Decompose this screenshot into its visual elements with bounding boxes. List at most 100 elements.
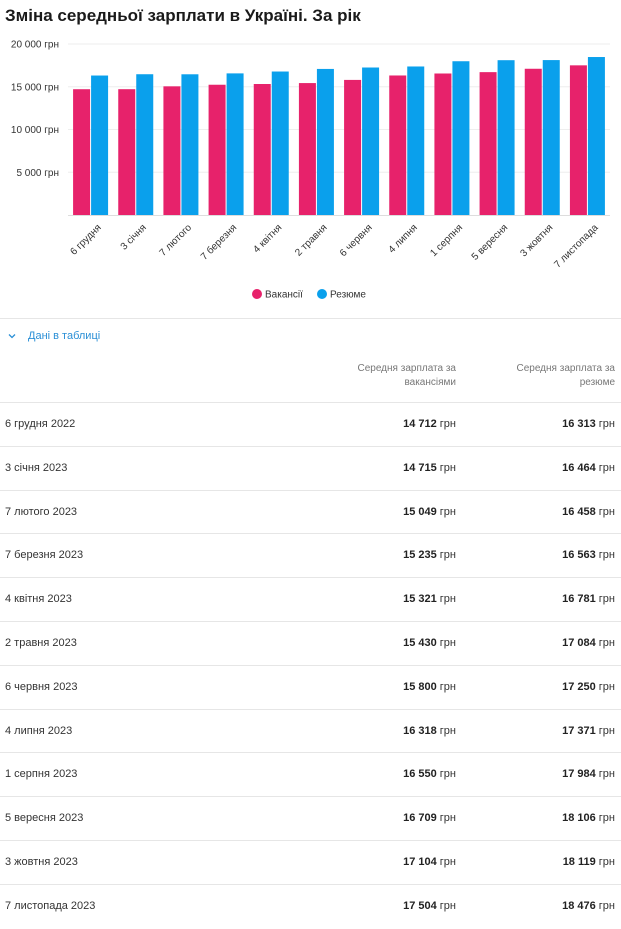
x-tick-label: 4 квітня: [251, 222, 284, 255]
row-vacancy-salary: 14 712 грн: [403, 418, 456, 430]
row-vacancy-salary: 14 715 грн: [403, 461, 456, 474]
bar-vacancies: [253, 84, 271, 215]
table-row: 3 жовтня 2023 17 104 грн 18 119 грн: [0, 840, 621, 885]
y-tick-label: 15 000 грн: [11, 82, 59, 93]
x-tick-label: 3 січня: [119, 222, 149, 252]
row-vacancy-salary: 15 321 грн: [403, 593, 456, 606]
row-vacancy-salary: 16 318 грн: [403, 724, 456, 737]
row-resume-salary: 16 464 грн: [562, 461, 615, 474]
x-tick-label: 7 листопада: [552, 222, 601, 271]
x-tick-label: 7 лютого: [158, 222, 195, 259]
table-toggle-button[interactable]: Дані в таблиці: [6, 330, 100, 342]
bar-resumes: [362, 67, 380, 215]
chart-legend: Вакансії Резюме: [252, 289, 366, 301]
x-axis-ticks: 6 грудня 3 січня 7 лютого 7 березня 4 квітня…: [68, 222, 600, 271]
y-tick-label: 5 000 грн: [16, 168, 59, 179]
y-tick-label: 10 000 грн: [11, 125, 59, 136]
x-tick-label: 5 вересня: [470, 222, 510, 262]
bar-resumes: [452, 61, 470, 215]
row-date: 7 листопада 2023: [5, 899, 96, 912]
bar-resumes: [407, 66, 425, 215]
bar-vacancies: [73, 89, 91, 215]
table-row: 7 лютого 2023 15 049 грн 16 458 грн: [0, 489, 621, 535]
y-tick-label: 20 000 грн: [11, 40, 59, 51]
table-row: 7 березня 2023 15 235 грн 16 563 грн: [0, 533, 621, 578]
bar-resumes: [316, 68, 334, 216]
table-row: 4 липня 2023 16 318 грн 17 371 грн: [0, 708, 621, 754]
bar-resumes: [91, 75, 109, 215]
row-date: 6 червня 2023: [5, 680, 78, 693]
row-date: 4 липня 2023: [5, 724, 73, 737]
row-resume-salary: 17 984 грн: [562, 768, 615, 781]
table-row: 2 травня 2023 15 430 грн 17 084 грн: [0, 621, 621, 666]
bar-vacancies: [524, 68, 542, 215]
table-row: 6 грудня 2022 14 712 грн 16 313 грн: [0, 402, 621, 447]
header-resumes-salary: Середня зарплата за резюме: [516, 363, 616, 388]
row-vacancy-salary: 16 550 грн: [403, 768, 456, 781]
row-resume-salary: 16 563 грн: [562, 549, 615, 562]
bar-resumes: [542, 60, 560, 215]
header-vacancies-salary: Середня зарплата за вакансіями: [357, 363, 457, 388]
table-row: 6 червня 2023 15 800 грн 17 250 грн: [0, 664, 621, 710]
row-vacancy-salary: 17 104 грн: [403, 856, 456, 868]
bar-resumes: [136, 74, 154, 215]
bar-vacancies: [389, 75, 407, 215]
row-date: 7 березня 2023: [5, 549, 84, 562]
table-row: 1 серпня 2023 16 550 грн 17 984 грн: [0, 752, 621, 797]
chart-bars: [73, 57, 605, 216]
table-row: 4 квітня 2023 15 321 грн 16 781 грн: [0, 577, 621, 622]
x-tick-label: 6 грудня: [68, 222, 103, 257]
row-date: 4 квітня 2023: [5, 593, 72, 606]
bar-resumes: [271, 71, 289, 215]
table-row: 3 січня 2023 14 715 грн 16 464 грн: [0, 445, 621, 491]
row-vacancy-salary: 15 430 грн: [403, 637, 456, 649]
row-resume-salary: 16 458 грн: [562, 505, 615, 518]
x-tick-label: 1 серпня: [428, 222, 465, 259]
chevron-down-icon: [8, 334, 16, 339]
row-vacancy-salary: 15 800 грн: [403, 680, 456, 693]
bar-resumes: [226, 73, 244, 215]
bar-resumes: [587, 57, 605, 216]
bar-vacancies: [163, 86, 181, 215]
bar-vacancies: [569, 65, 587, 216]
bar-vacancies: [479, 72, 497, 215]
row-date: 6 грудня 2022: [5, 418, 76, 430]
x-tick-label: 2 травня: [293, 222, 329, 258]
legend-label: Резюме: [330, 290, 366, 301]
row-resume-salary: 18 476 грн: [562, 899, 615, 912]
table-row: 5 вересня 2023 16 709 грн 18 106 грн: [0, 796, 621, 841]
row-vacancy-salary: 17 504 грн: [403, 899, 456, 912]
x-tick-label: 3 жовтня: [518, 222, 555, 259]
x-tick-label: 4 липня: [387, 222, 420, 255]
legend-marker: [252, 289, 262, 299]
bar-vacancies: [298, 83, 316, 215]
row-date: 3 жовтня 2023: [5, 856, 78, 868]
x-tick-label: 7 березня: [198, 222, 239, 263]
row-resume-salary: 16 313 грн: [562, 418, 615, 430]
row-vacancy-salary: 16 709 грн: [403, 812, 456, 825]
page-title: Зміна середньої зарплати в Україні. За р…: [5, 6, 361, 25]
row-resume-salary: 17 371 грн: [562, 724, 615, 737]
legend-label: Вакансії: [265, 290, 303, 301]
row-date: 2 травня 2023: [5, 637, 77, 649]
row-resume-salary: 18 106 грн: [562, 812, 615, 825]
row-vacancy-salary: 15 049 грн: [403, 505, 456, 518]
bar-resumes: [181, 74, 199, 215]
table-row: 7 листопада 2023 17 504 грн 18 476 грн: [0, 883, 621, 929]
chart-gridlines: [68, 43, 610, 173]
bar-vacancies: [208, 84, 226, 215]
row-resume-salary: 18 119 грн: [562, 856, 615, 868]
bar-vacancies: [344, 79, 362, 215]
row-resume-salary: 17 084 грн: [562, 637, 615, 649]
bar-resumes: [497, 60, 515, 216]
section-divider: [0, 318, 621, 319]
row-date: 7 лютого 2023: [5, 505, 78, 518]
table-toggle-label: Дані в таблиці: [28, 330, 101, 342]
y-axis-ticks: 5 000 грн 10 000 грн 15 000 грн 20 000 грн: [11, 40, 59, 179]
row-date: 1 серпня 2023: [5, 768, 78, 781]
bar-vacancies: [434, 73, 452, 215]
bar-vacancies: [118, 89, 136, 215]
row-date: 5 вересня 2023: [5, 812, 84, 825]
row-date: 3 січня 2023: [5, 461, 68, 474]
